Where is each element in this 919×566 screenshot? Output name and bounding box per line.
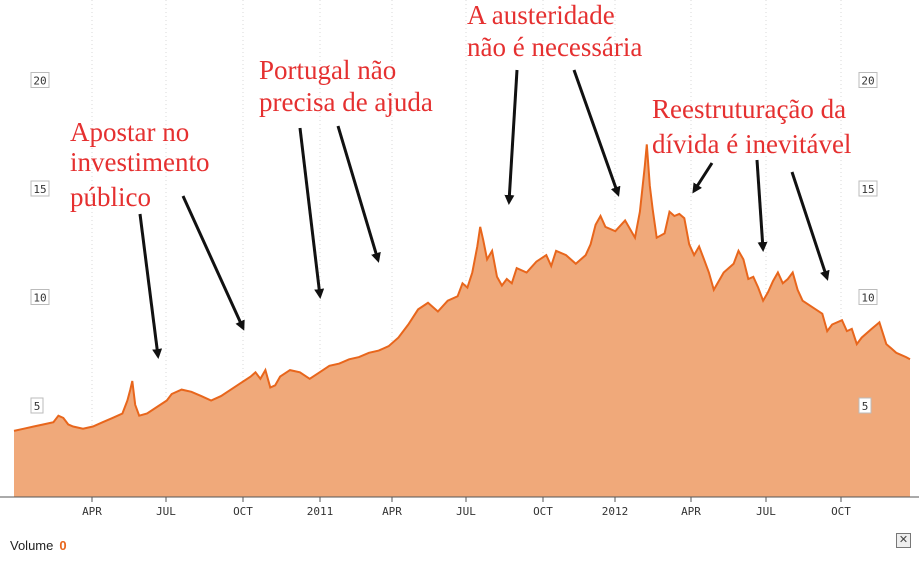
y-label-box-right <box>858 397 872 414</box>
y-tick-label-right: 5 <box>862 400 869 413</box>
annotation-text: Apostar no <box>70 117 189 147</box>
volume-value: 0 <box>59 538 67 553</box>
y-label-box-left <box>30 397 44 414</box>
annotation-arrow <box>138 213 163 359</box>
price-line <box>13 144 911 432</box>
annotation-arrow <box>790 171 830 281</box>
annotation-text: não é necessária <box>467 32 642 62</box>
annotation-text: dívida é inevitável <box>652 129 851 159</box>
y-label-box-right <box>858 180 878 197</box>
x-tick-label: JUL <box>456 505 476 518</box>
x-tick-label: OCT <box>533 505 553 518</box>
x-tick-label: 2012 <box>602 505 629 518</box>
annotation-text: A austeridade <box>467 0 615 30</box>
y-label-box-right <box>858 289 878 305</box>
annotation-text: investimento <box>70 147 209 177</box>
x-tick-label: APR <box>681 505 701 518</box>
annotation-arrow <box>181 195 245 331</box>
y-label-box-left <box>30 72 50 88</box>
y-label-box-right <box>858 72 878 88</box>
y-tick-label-left: 5 <box>34 400 41 413</box>
x-tick-label: OCT <box>233 505 253 518</box>
y-tick-label-right: 15 <box>861 183 874 196</box>
volume-panel: Volume 0 ✕ <box>0 530 919 566</box>
y-tick-label-left: 10 <box>33 292 46 305</box>
x-tick-label: OCT <box>831 505 851 518</box>
x-tick-label: APR <box>382 505 402 518</box>
annotation-arrow <box>755 159 768 252</box>
volume-label-row: Volume 0 <box>10 538 67 553</box>
x-tick-label: 2011 <box>307 505 334 518</box>
volume-label: Volume <box>10 538 54 553</box>
y-label-box-left <box>30 289 50 305</box>
close-icon[interactable]: ✕ <box>896 533 911 548</box>
annotation-arrow <box>504 69 519 205</box>
annotation-arrow <box>336 125 381 263</box>
annotation-text: precisa de ajuda <box>259 87 433 117</box>
x-tick-label: JUL <box>156 505 176 518</box>
y-tick-label-left: 20 <box>33 75 46 88</box>
annotation-text: público <box>70 182 151 212</box>
y-tick-label-right: 20 <box>861 75 874 88</box>
y-tick-label-right: 10 <box>861 292 874 305</box>
x-tick-label: JUL <box>756 505 776 518</box>
annotation-text: Portugal não <box>259 55 396 85</box>
y-label-box-left <box>30 180 50 197</box>
annotation-text: Reestruturação da <box>652 94 846 124</box>
annotation-arrow <box>572 69 621 197</box>
x-tick-label: APR <box>82 505 102 518</box>
y-tick-label-left: 15 <box>33 183 46 196</box>
annotation-arrow <box>692 162 714 194</box>
annotation-arrow <box>298 127 325 299</box>
chart-svg: APR JUL OCT 2011 APR JUL OCT 2012 APR JUL OCT 5 5 10 1… <box>0 0 919 518</box>
